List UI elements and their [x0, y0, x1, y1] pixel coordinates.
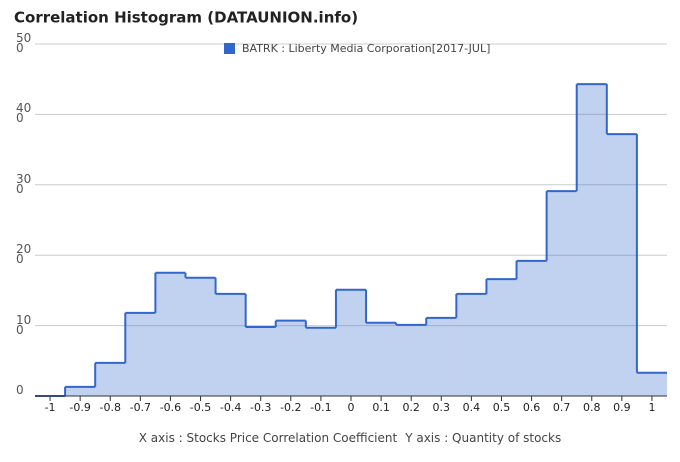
bin-fill [516, 260, 547, 396]
x-tick-label: -0.6 [160, 401, 181, 414]
x-tick-label: -0.1 [310, 401, 331, 414]
bin-fill [396, 324, 427, 396]
x-tick-label: 0.2 [402, 401, 420, 414]
bin-fill [366, 322, 397, 396]
bin-fill [305, 327, 336, 396]
y-tick-label: 300 [16, 171, 32, 196]
x-tick-label: -0.4 [220, 401, 241, 414]
bin-fill [426, 317, 457, 396]
x-tick-label: 0.6 [523, 401, 541, 414]
bin-fill [155, 272, 186, 396]
x-tick-label: -1 [45, 401, 56, 414]
bin-fill [215, 293, 246, 396]
x-tick-label: 1 [648, 401, 655, 414]
chart-title: Correlation Histogram (DATAUNION.info) [14, 9, 358, 27]
x-tick-label: -0.5 [190, 401, 211, 414]
x-tick-label: 0.4 [463, 401, 481, 414]
y-tick-label: 400 [16, 101, 32, 126]
x-tick-label: -0.7 [130, 401, 151, 414]
y-tick-label: 500 [16, 31, 32, 55]
bin-fill [335, 289, 367, 396]
x-axis-label: X axis : Stocks Price Correlation Coeffi… [139, 431, 398, 445]
y-tick-label: 100 [16, 312, 32, 337]
y-tick-label: 200 [16, 242, 32, 267]
bin-fill [576, 84, 607, 397]
y-tick-label: 0 [16, 383, 24, 397]
bin-fill [456, 293, 487, 396]
bin-fill [125, 312, 156, 396]
x-tick-label: 0.1 [372, 401, 390, 414]
axis-labels: X axis : Stocks Price Correlation Coeffi… [139, 431, 561, 445]
bin-fill [65, 386, 96, 396]
x-tick-label: 0.9 [613, 401, 631, 414]
y-axis-label: Y axis : Quantity of stocks [404, 431, 561, 445]
bin-fill [486, 279, 517, 396]
x-tick-label: 0.7 [553, 401, 571, 414]
legend-swatch [224, 43, 235, 54]
x-tick-label: 0.5 [493, 401, 511, 414]
bin-fill [245, 327, 276, 396]
bin-fill [185, 277, 216, 396]
x-tick-label: 0.8 [583, 401, 601, 414]
bin-fill [606, 134, 637, 396]
bin-fill [546, 191, 577, 396]
x-tick-label: -0.2 [280, 401, 301, 414]
legend-label: BATRK : Liberty Media Corporation[2017-J… [242, 42, 490, 55]
bin-fill [275, 320, 306, 396]
x-tick-label: -0.8 [100, 401, 121, 414]
x-tick-label: -0.3 [250, 401, 271, 414]
bin-fill [95, 362, 126, 396]
bin-fill [636, 372, 667, 396]
x-tick-label: -0.9 [69, 401, 90, 414]
x-tick-label: 0 [348, 401, 355, 414]
x-tick-label: 0.3 [433, 401, 451, 414]
